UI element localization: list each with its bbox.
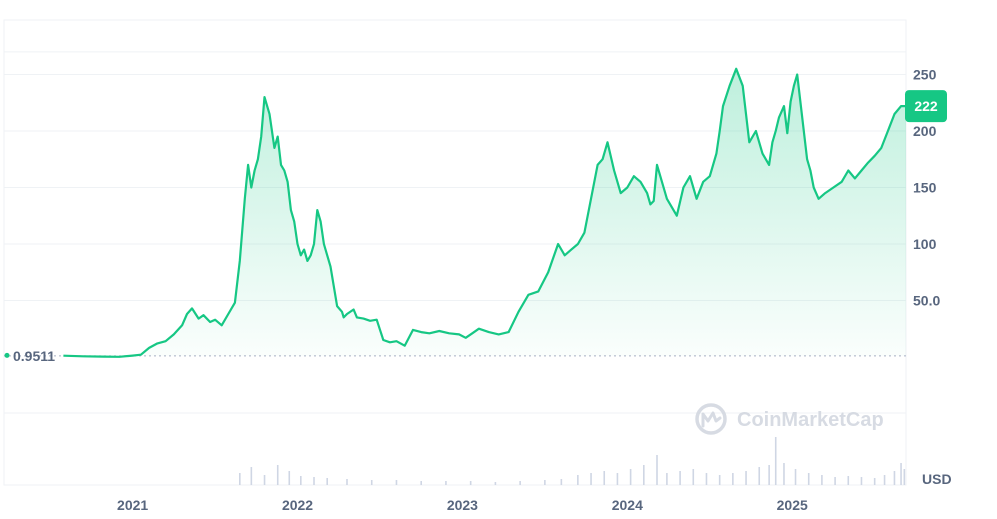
volume-bar	[666, 473, 668, 485]
volume-bar	[692, 469, 695, 485]
volume-bar	[494, 482, 497, 485]
current-price-badge-bg	[905, 90, 947, 123]
price-line	[63, 67, 906, 358]
y-tick-label: 150	[913, 179, 937, 195]
y-tick-label: 200	[913, 123, 937, 139]
volume-bar	[745, 471, 747, 485]
current-price-badge: 222	[905, 90, 947, 123]
volume-bar	[590, 473, 592, 485]
volume-bar	[239, 473, 241, 485]
volume-bar	[860, 477, 863, 485]
x-tick-label: 2025	[777, 497, 808, 513]
y-axis-ticks: 50.0 100 150 200 250	[913, 66, 940, 308]
volume-bar	[774, 437, 777, 485]
volume-bar	[883, 475, 886, 485]
x-axis-ticks: 2021 2022 2023 2024 2025	[117, 497, 808, 513]
volume-bar	[326, 478, 329, 485]
volume-bar	[758, 467, 761, 485]
x-tick-label: 2024	[612, 497, 643, 513]
volume-bar	[873, 478, 876, 485]
volume-bar	[616, 473, 619, 485]
start-value-marker	[4, 352, 10, 358]
current-price-label: 222	[914, 98, 938, 114]
volume-bar	[276, 465, 279, 485]
volume-bar	[313, 477, 315, 485]
volume-bar	[783, 463, 785, 485]
y-tick-label: 100	[913, 236, 937, 252]
volume-bar	[288, 471, 291, 485]
currency-unit-label: USD	[922, 471, 952, 487]
y-tick-label: 250	[913, 66, 937, 82]
volume-bar	[900, 463, 902, 485]
volume-bar	[656, 455, 658, 485]
volume-bar	[629, 469, 632, 485]
x-tick-label: 2021	[117, 497, 148, 513]
volume-bar	[794, 469, 797, 485]
volume-bar	[445, 481, 447, 485]
watermark-text: CoinMarketCap	[737, 409, 884, 431]
volume-bar	[395, 480, 398, 485]
volume-bar	[560, 479, 563, 485]
x-tick-label: 2023	[447, 497, 478, 513]
volume-bar	[768, 465, 770, 485]
volume-bar	[718, 475, 721, 485]
volume-bar	[821, 475, 823, 485]
volume-bar	[893, 471, 896, 485]
volume-bar	[300, 476, 302, 485]
volume-bars	[239, 437, 906, 485]
volume-bar	[807, 473, 810, 485]
x-tick-label: 2022	[282, 497, 313, 513]
volume-bar	[370, 480, 373, 485]
volume-bar	[544, 480, 546, 485]
volume-bar	[732, 473, 734, 485]
volume-bar	[643, 465, 645, 485]
volume-bar	[577, 475, 579, 485]
start-value-label: 0.9511	[13, 348, 55, 364]
volume-bar	[519, 481, 521, 485]
volume-bar	[420, 481, 422, 485]
volume-bar	[346, 479, 348, 485]
volume-bar	[263, 475, 266, 485]
coinmarketcap-logo-icon	[695, 403, 727, 435]
volume-bar	[603, 471, 606, 485]
volume-bar	[469, 481, 472, 485]
price-area-fill	[63, 68, 906, 357]
coinmarketcap-watermark: CoinMarketCap	[695, 403, 884, 435]
volume-bar	[250, 467, 253, 485]
volume-bar	[834, 477, 836, 485]
volume-bar	[705, 473, 708, 485]
volume-bar	[903, 469, 906, 485]
volume-bar	[679, 471, 681, 485]
y-tick-label: 50.0	[913, 292, 940, 308]
volume-bar	[847, 476, 850, 485]
